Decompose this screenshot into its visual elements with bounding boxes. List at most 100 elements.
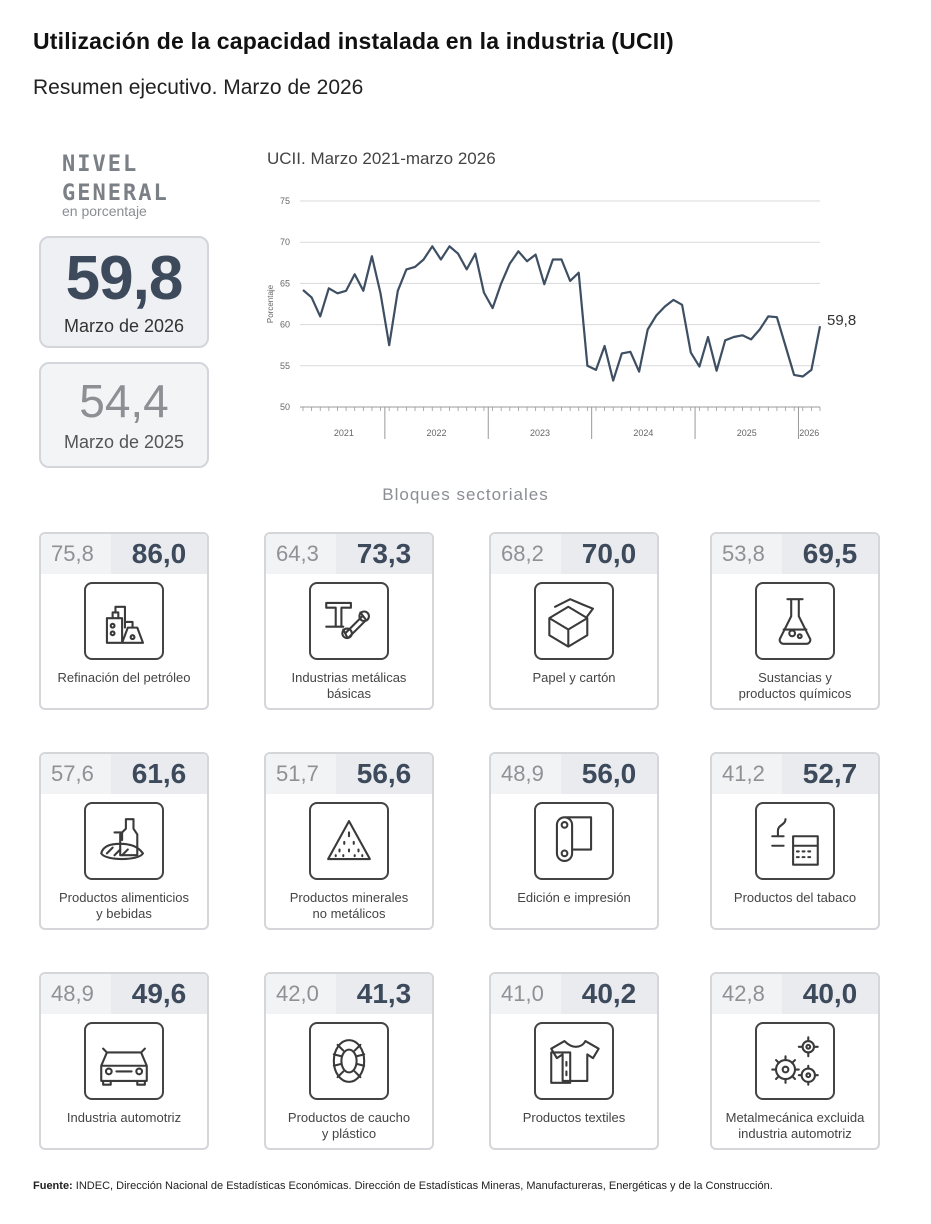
cardboard-box-icon xyxy=(534,582,614,660)
sector-label: Metalmecánica excluida industria automotr… xyxy=(716,1110,874,1142)
last-value-label: 59,8 xyxy=(827,312,856,329)
y-tick-label: 75 xyxy=(280,196,290,206)
sector-card-header: 75,8 86,0 xyxy=(41,534,207,574)
sector-card: 42,8 40,0 Metalmecánica excluida industria … xyxy=(710,972,880,1150)
sector-prev-value: 51,7 xyxy=(276,761,319,786)
sector-label: Sustancias y productos químicos xyxy=(716,670,874,702)
y-tick-label: 60 xyxy=(280,320,290,330)
sector-label-line2: industria automotriz xyxy=(738,1126,852,1141)
sector-label-line1: Productos de caucho xyxy=(287,1110,411,1125)
sector-label: Edición e impresión xyxy=(495,890,653,906)
sector-prev-value: 42,0 xyxy=(276,981,319,1006)
kpi-current-period: Marzo de 2026 xyxy=(63,316,185,336)
metal-beam-icon xyxy=(309,582,389,660)
sector-prev-value: 48,9 xyxy=(51,981,94,1006)
sector-label-line1: Refinación del petróleo xyxy=(57,670,191,685)
sector-label: Productos textiles xyxy=(495,1110,653,1126)
sector-label-line1: Productos alimenticios xyxy=(58,890,190,905)
y-tick-label: 55 xyxy=(280,361,290,371)
tobacco-icon xyxy=(755,802,835,880)
sector-card: 41,2 52,7 Productos del tabaco xyxy=(710,752,880,930)
sector-card: 53,8 69,5 Sustancias y productos químicos xyxy=(710,532,880,710)
series-line xyxy=(302,245,822,382)
sector-label-line2: y bebidas xyxy=(96,906,152,921)
refinery-icon xyxy=(84,582,164,660)
sector-card: 68,2 70,0 Papel y cartón xyxy=(489,532,659,710)
x-year-label: 2023 xyxy=(530,428,550,438)
flask-icon xyxy=(755,582,835,660)
sector-prev-value: 75,8 xyxy=(51,541,94,566)
shirt-icon xyxy=(534,1022,614,1100)
sector-card-header: 64,3 73,3 xyxy=(266,534,432,574)
nivel-general-heading: NIVEL GENERAL xyxy=(62,150,169,208)
sector-current-value: 40,0 xyxy=(782,974,878,1014)
sector-label-line1: Sustancias y xyxy=(758,670,832,685)
sector-card-header: 57,6 61,6 xyxy=(41,754,207,794)
sector-card: 75,8 86,0 Refinación del petróleo xyxy=(39,532,209,710)
sector-current-value: 86,0 xyxy=(111,534,207,574)
sector-label-line1: Productos del tabaco xyxy=(733,890,857,905)
y-axis-label: Porcentaje xyxy=(266,284,275,323)
x-year-label: 2024 xyxy=(633,428,653,438)
sector-card: 48,9 56,0 Edición e impresión xyxy=(489,752,659,930)
sector-card-header: 41,0 40,2 xyxy=(491,974,657,1014)
sector-label: Papel y cartón xyxy=(495,670,653,686)
kpi-previous-card: 54,4 Marzo de 2025 xyxy=(39,362,209,468)
x-year-label: 2026 xyxy=(799,428,819,438)
sector-card: 48,9 49,6 Industria automotriz xyxy=(39,972,209,1150)
sector-current-value: 70,0 xyxy=(561,534,657,574)
ucii-line-chart: 50 55 60 65 70 75 Porcentaje 2021 2022 2023 2024 20… xyxy=(266,196,856,439)
sector-prev-value: 48,9 xyxy=(501,761,544,786)
sector-label-line2: productos químicos xyxy=(738,686,852,701)
sector-current-value: 40,2 xyxy=(561,974,657,1014)
gears-icon xyxy=(755,1022,835,1100)
nivel-unit: en porcentaje xyxy=(62,203,147,219)
sector-card: 57,6 61,6 Productos alimenticios y bebidas xyxy=(39,752,209,930)
sector-card: 42,0 41,3 Productos de caucho y plástico xyxy=(264,972,434,1150)
kpi-previous-period: Marzo de 2025 xyxy=(63,432,185,452)
sector-prev-value: 57,6 xyxy=(51,761,94,786)
source-note: Fuente: INDEC, Dirección Nacional de Est… xyxy=(33,1180,773,1192)
nivel-line2: GENERAL xyxy=(62,181,169,206)
x-year-label: 2022 xyxy=(427,428,447,438)
sector-card-header: 48,9 56,0 xyxy=(491,754,657,794)
y-tick-label: 50 xyxy=(280,402,290,412)
source-label: Fuente: xyxy=(33,1180,73,1192)
sector-card-header: 53,8 69,5 xyxy=(712,534,878,574)
x-year-label: 2025 xyxy=(737,428,757,438)
sector-label-line1: Metalmecánica excluida xyxy=(725,1110,865,1125)
sector-prev-value: 64,3 xyxy=(276,541,319,566)
sector-label-line1: Industrias metálicas xyxy=(291,670,407,685)
car-icon xyxy=(84,1022,164,1100)
sector-card-header: 68,2 70,0 xyxy=(491,534,657,574)
source-text: INDEC, Dirección Nacional de Estadística… xyxy=(75,1180,773,1192)
sector-current-value: 56,6 xyxy=(336,754,432,794)
sector-label-line1: Productos textiles xyxy=(522,1110,626,1125)
sector-current-value: 73,3 xyxy=(336,534,432,574)
sector-current-value: 41,3 xyxy=(336,974,432,1014)
food-bottle-icon xyxy=(84,802,164,880)
sector-card-header: 42,0 41,3 xyxy=(266,974,432,1014)
sector-current-value: 69,5 xyxy=(782,534,878,574)
sector-prev-value: 42,8 xyxy=(722,981,765,1006)
sector-prev-value: 53,8 xyxy=(722,541,765,566)
sector-current-value: 49,6 xyxy=(111,974,207,1014)
sector-label-line2: básicas xyxy=(326,686,372,701)
blocks-title: Bloques sectoriales xyxy=(382,485,549,504)
sector-card-header: 42,8 40,0 xyxy=(712,974,878,1014)
y-tick-label: 65 xyxy=(280,278,290,288)
sector-label-line1: Productos minerales xyxy=(289,890,409,905)
sector-current-value: 56,0 xyxy=(561,754,657,794)
paper-roll-icon xyxy=(534,802,614,880)
sector-label-line1: Edición e impresión xyxy=(517,890,631,905)
kpi-current-card: 59,8 Marzo de 2026 xyxy=(39,236,209,348)
x-year-label: 2021 xyxy=(334,428,354,438)
sector-label-line2: no metálicos xyxy=(312,906,386,921)
sector-label: Productos alimenticios y bebidas xyxy=(45,890,203,922)
sector-label-line1: Industria automotriz xyxy=(66,1110,182,1125)
tire-icon xyxy=(309,1022,389,1100)
sector-label: Productos de caucho y plástico xyxy=(270,1110,428,1142)
page-title: Utilización de la capacidad instalada en… xyxy=(33,28,674,54)
page-subtitle: Resumen ejecutivo. Marzo de 2026 xyxy=(33,76,364,99)
sector-current-value: 61,6 xyxy=(111,754,207,794)
